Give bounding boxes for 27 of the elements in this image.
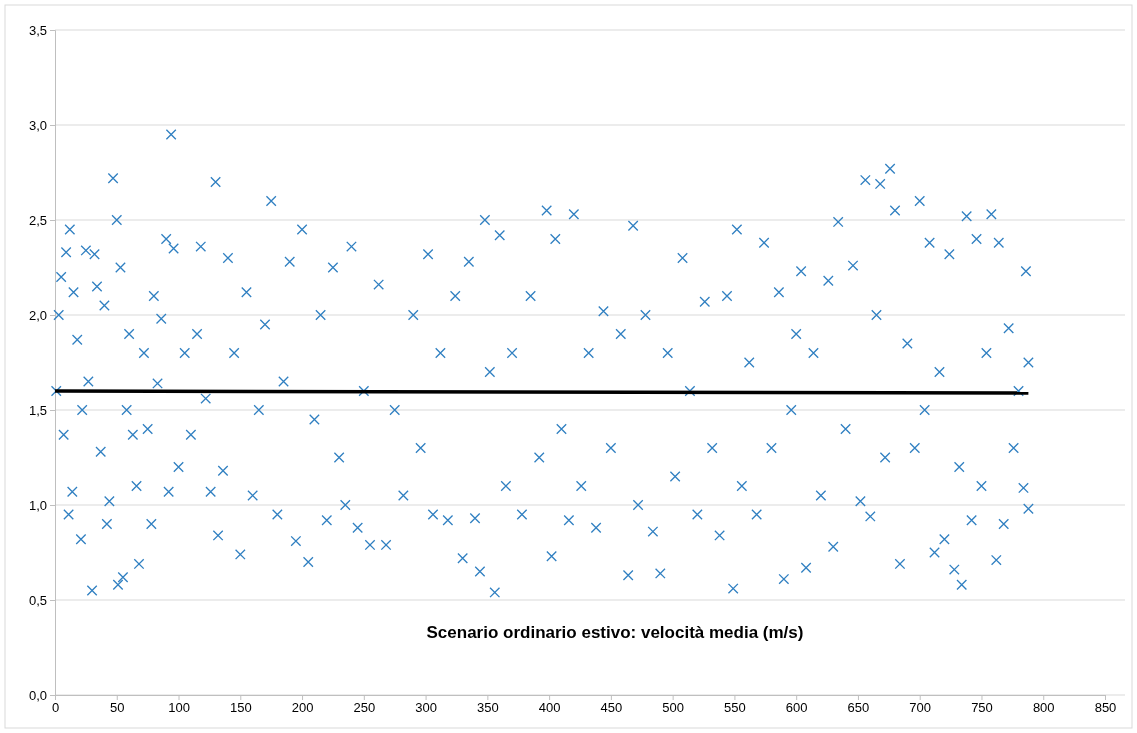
y-tick-label: 1,0 bbox=[28, 497, 47, 513]
x-tick-label: 300 bbox=[415, 700, 437, 716]
x-tick-label: 850 bbox=[1094, 700, 1117, 716]
x-tick-label: 150 bbox=[229, 700, 252, 716]
y-tick-label: 2,0 bbox=[28, 307, 47, 323]
y-tick-label: 3,0 bbox=[28, 117, 47, 133]
y-tick-label: 2,5 bbox=[28, 212, 47, 228]
x-tick-label: 0 bbox=[51, 700, 60, 716]
x-tick-label: 400 bbox=[538, 700, 561, 716]
x-tick-label: 250 bbox=[353, 700, 376, 716]
x-tick-label: 650 bbox=[847, 700, 870, 716]
x-tick-label: 350 bbox=[477, 700, 499, 716]
x-tick-label: 50 bbox=[110, 700, 125, 716]
x-tick-label: 550 bbox=[724, 700, 746, 716]
x-tick-label: 600 bbox=[785, 700, 808, 716]
x-tick-label: 200 bbox=[291, 700, 314, 716]
x-tick-label: 800 bbox=[1032, 700, 1055, 716]
text: Scenario ordinario estivo: velocità media (m/s) bbox=[426, 623, 804, 642]
y-tick-label: 3,5 bbox=[28, 22, 47, 38]
y-tick-label: 0,0 bbox=[28, 687, 47, 703]
y-tick-label: 0,5 bbox=[28, 592, 47, 608]
x-tick-label: 450 bbox=[600, 700, 623, 716]
x-tick-label: 500 bbox=[662, 700, 684, 716]
x-tick-label: 750 bbox=[971, 700, 993, 716]
x-tick-label: 700 bbox=[909, 700, 932, 716]
y-tick-label: 1,5 bbox=[28, 402, 47, 418]
x-tick-label: 100 bbox=[168, 700, 190, 716]
